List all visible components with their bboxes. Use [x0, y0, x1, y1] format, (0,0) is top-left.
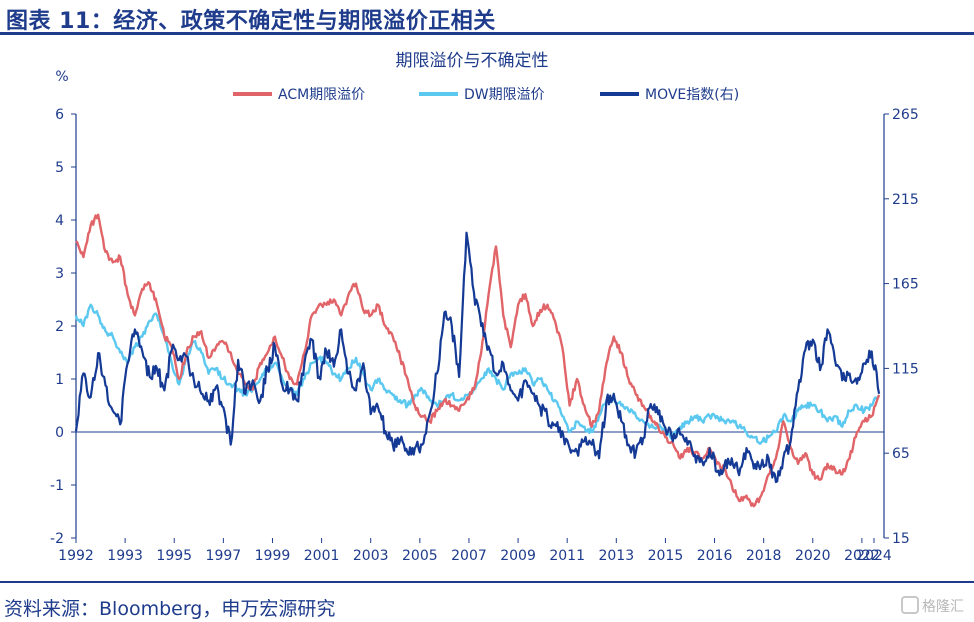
source-note: 资料来源：Bloomberg，申万宏源研究: [4, 598, 336, 620]
left-y-tick-label: 5: [55, 160, 64, 176]
right-y-tick-label: 265: [892, 107, 919, 123]
left-y-tick-label: 6: [55, 107, 64, 123]
x-tick-label: 2016: [697, 548, 733, 564]
left-y-tick-label: 1: [55, 372, 64, 388]
series-line-move: [74, 231, 881, 484]
series-layer: [74, 213, 881, 508]
left-y-tick-label: 4: [55, 213, 64, 229]
line-chart: 期限溢价与不确定性 % ACM期限溢价 DW期限溢价 MOVE指数(右) 654…: [50, 51, 919, 564]
series-line-dw: [74, 303, 881, 445]
x-tick-label: 1999: [255, 548, 291, 564]
right-y-tick-label: 165: [892, 277, 919, 293]
x-tick-label: 1992: [58, 548, 94, 564]
x-tick-label: 2003: [353, 548, 389, 564]
right-y-tick-label: 215: [892, 192, 919, 208]
right-y-tick-label: 115: [892, 361, 919, 377]
x-tick-label: 1997: [206, 548, 242, 564]
left-y-tick-label: 2: [55, 319, 64, 335]
left-y-tick-label: -1: [50, 478, 64, 494]
x-tick-label: 2009: [500, 548, 536, 564]
x-tick-label: 2022: [844, 548, 880, 564]
left-y-tick-label: -2: [50, 531, 64, 547]
right-y-tick-label: 15: [892, 531, 910, 547]
figure-title: 图表 11：经济、政策不确定性与期限溢价正相关: [6, 9, 496, 34]
left-y-tick-label: 3: [55, 266, 64, 282]
x-tick-label: 1995: [156, 548, 192, 564]
legend-label-acm: ACM期限溢价: [278, 87, 365, 103]
x-tick-label: 2020: [795, 548, 831, 564]
x-tick-label: 2018: [746, 548, 782, 564]
x-tick-label: 2013: [598, 548, 634, 564]
x-tick-label: 2015: [648, 548, 684, 564]
x-tick-label: 2005: [402, 548, 438, 564]
watermark-logo-icon: [901, 596, 919, 614]
x-tick-label: 2007: [451, 548, 487, 564]
legend-label-dw: DW期限溢价: [464, 87, 545, 103]
series-line-acm: [75, 213, 881, 508]
x-tick-label: 2011: [549, 548, 585, 564]
x-tick-label: 2024: [856, 548, 892, 564]
left-y-tick-label: 0: [55, 425, 64, 441]
chart-title: 期限溢价与不确定性: [396, 51, 549, 71]
legend-label-move: MOVE指数(右): [645, 87, 739, 103]
title-divider: [0, 32, 974, 35]
x-tick-label: 2001: [304, 548, 340, 564]
x-tick-label: 1993: [107, 548, 143, 564]
watermark-text: 格隆汇: [922, 599, 964, 615]
right-y-tick-label: 65: [892, 446, 910, 462]
y-axis-unit-label: %: [55, 69, 68, 85]
watermark: 格隆汇: [901, 596, 964, 616]
source-divider: [0, 581, 974, 583]
legend: ACM期限溢价 DW期限溢价 MOVE指数(右): [233, 87, 739, 103]
